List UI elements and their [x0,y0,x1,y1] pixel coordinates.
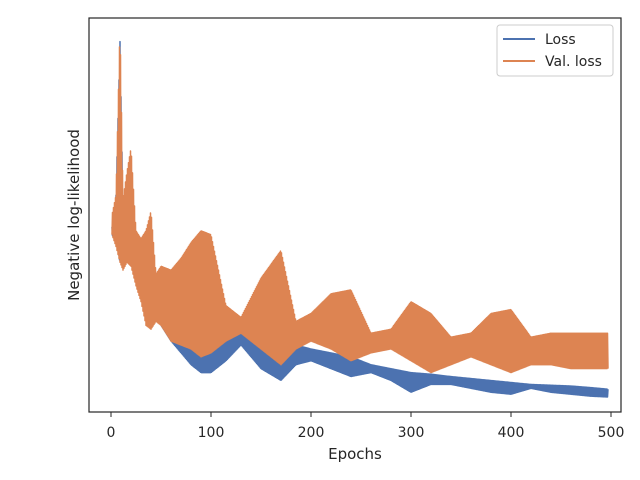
legend: Loss Val. loss [496,24,614,77]
x-tick-label: 300 [398,425,425,441]
legend-label-loss: Loss [545,32,576,48]
legend-label-val-loss: Val. loss [545,54,602,70]
legend-box [496,24,614,77]
x-tick-label: 500 [598,425,625,441]
x-tick-label: 400 [498,425,525,441]
plot-frame [88,17,622,413]
y-axis-label: Negative log-likelihood [65,129,83,301]
x-axis-label: Epochs [328,445,382,463]
x-tick-label: 200 [298,425,325,441]
x-tick-label: 0 [107,425,116,441]
x-tick-label: 100 [198,425,225,441]
series-layer [111,40,609,398]
series-line-val-loss [111,46,609,374]
x-axis-ticks: 0 100 200 300 400 500 [107,412,625,441]
